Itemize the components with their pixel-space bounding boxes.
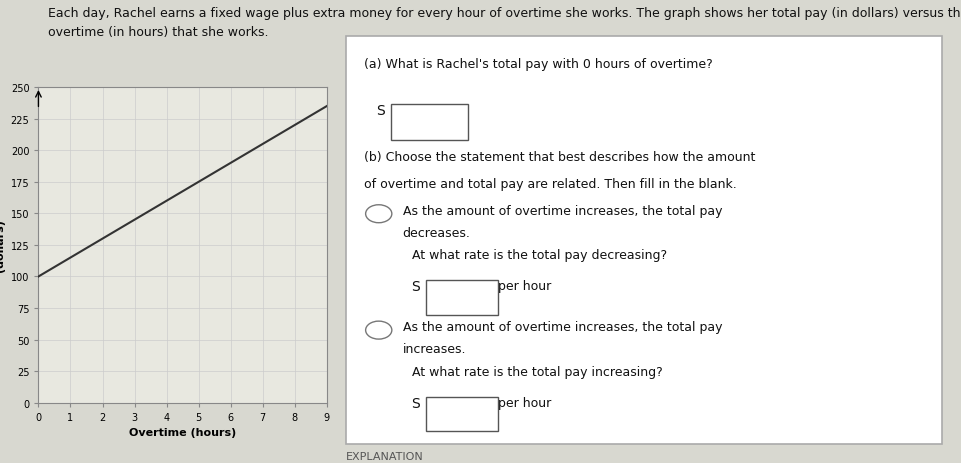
Text: As the amount of overtime increases, the total pay: As the amount of overtime increases, the… [403, 204, 722, 217]
FancyBboxPatch shape [390, 105, 468, 141]
Text: At what rate is the total pay decreasing?: At what rate is the total pay decreasing… [411, 249, 667, 262]
Text: At what rate is the total pay increasing?: At what rate is the total pay increasing… [411, 365, 662, 378]
Text: S: S [411, 396, 420, 410]
Text: S: S [411, 280, 420, 294]
Text: As the amount of overtime increases, the total pay: As the amount of overtime increases, the… [403, 320, 722, 333]
Text: (a) What is Rachel's total pay with 0 hours of overtime?: (a) What is Rachel's total pay with 0 ho… [364, 57, 713, 70]
FancyBboxPatch shape [427, 280, 498, 315]
Text: per hour: per hour [498, 280, 552, 293]
Circle shape [365, 205, 392, 223]
Text: EXPLANATION: EXPLANATION [346, 450, 424, 461]
Text: S: S [376, 104, 384, 118]
Text: (b) Choose the statement that best describes how the amount: (b) Choose the statement that best descr… [364, 151, 755, 164]
Text: Each day, Rachel earns a fixed wage plus extra money for every hour of overtime : Each day, Rachel earns a fixed wage plus… [48, 7, 961, 20]
Text: of overtime and total pay are related. Then fill in the blank.: of overtime and total pay are related. T… [364, 178, 736, 191]
Text: overtime (in hours) that she works.: overtime (in hours) that she works. [48, 25, 268, 38]
FancyBboxPatch shape [427, 397, 498, 432]
Y-axis label: Total pay
(dollars): Total pay (dollars) [0, 217, 5, 274]
FancyBboxPatch shape [346, 37, 942, 444]
Text: decreases.: decreases. [403, 226, 471, 239]
X-axis label: Overtime (hours): Overtime (hours) [129, 427, 236, 438]
Text: per hour: per hour [498, 396, 552, 409]
Circle shape [365, 321, 392, 339]
Text: increases.: increases. [403, 343, 466, 356]
